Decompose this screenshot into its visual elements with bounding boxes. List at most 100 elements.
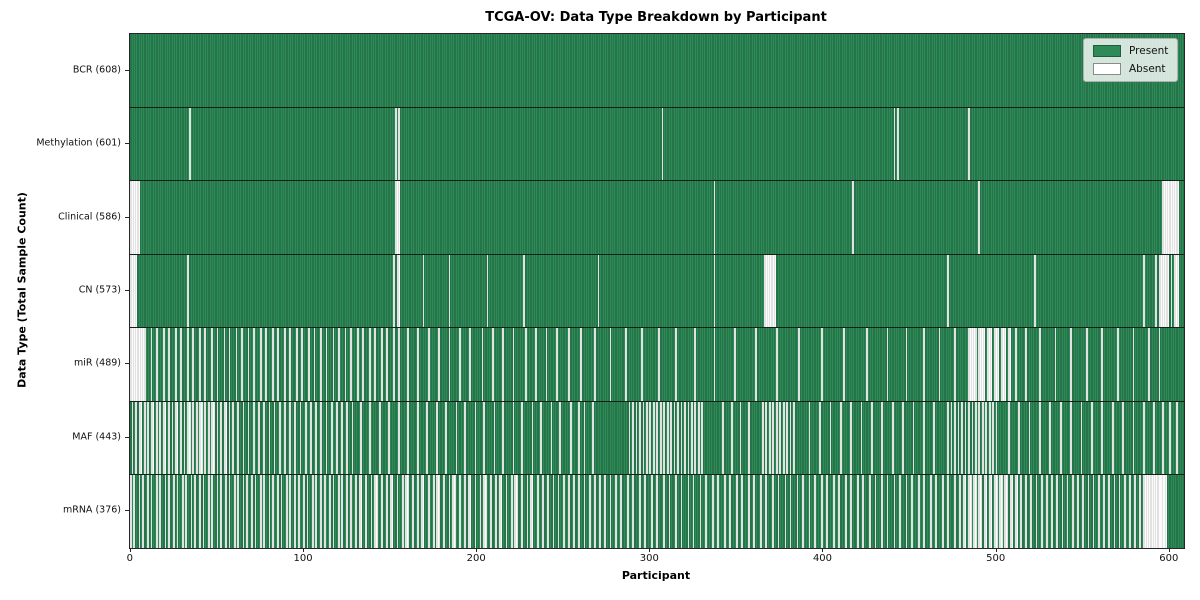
absent-run — [427, 328, 430, 401]
absent-run — [620, 475, 622, 549]
absent-run — [1039, 401, 1041, 475]
absent-run — [968, 475, 972, 549]
absent-run — [628, 401, 631, 475]
absent-run — [168, 401, 170, 475]
absent-run — [502, 401, 504, 475]
absent-run — [259, 475, 262, 549]
absent-run — [917, 475, 920, 549]
absent-run — [659, 401, 662, 475]
absent-run — [978, 401, 981, 475]
absent-run — [891, 401, 894, 475]
absent-run — [644, 475, 646, 549]
absent-run — [188, 107, 191, 181]
absent-run — [329, 475, 331, 549]
absent-run — [962, 475, 967, 549]
absent-run — [684, 401, 686, 475]
absent-run — [211, 475, 214, 549]
absent-run — [199, 401, 203, 475]
x-tick-label-200: 200 — [466, 553, 486, 564]
absent-run — [905, 328, 908, 401]
absent-run — [713, 254, 716, 328]
absent-run — [175, 401, 179, 475]
absent-run — [526, 475, 529, 549]
absent-run — [1014, 475, 1019, 549]
absent-run — [306, 475, 309, 549]
absent-run — [150, 328, 153, 401]
absent-run — [284, 328, 286, 401]
absent-run — [1142, 254, 1145, 328]
absent-run — [294, 401, 297, 475]
absent-run — [947, 401, 949, 475]
absent-run — [729, 475, 731, 549]
absent-run — [768, 401, 771, 475]
absent-run — [741, 475, 743, 549]
absent-run — [1025, 475, 1027, 549]
absent-run — [417, 401, 420, 475]
absent-run — [763, 254, 776, 328]
absent-run — [374, 328, 376, 401]
absent-run — [1148, 328, 1150, 401]
absent-run — [358, 475, 363, 549]
absent-run — [130, 475, 132, 549]
absent-run — [405, 475, 409, 549]
absent-run — [190, 475, 193, 549]
absent-run — [427, 475, 430, 549]
absent-run — [247, 401, 250, 475]
absent-run — [833, 475, 835, 549]
absent-run — [455, 401, 458, 475]
absent-run — [668, 475, 671, 549]
absent-run — [436, 475, 440, 549]
absent-run — [954, 328, 956, 401]
absent-run — [829, 401, 832, 475]
absent-run — [207, 475, 210, 549]
absent-run — [947, 254, 949, 328]
absent-run — [523, 254, 525, 328]
absent-run — [315, 475, 317, 549]
absent-run — [464, 475, 466, 549]
y-tick-label-mrna: mRNA (376) — [62, 504, 121, 516]
absent-run — [452, 475, 456, 549]
absent-run — [168, 475, 170, 549]
absent-run — [1004, 475, 1008, 549]
absent-run — [923, 401, 925, 475]
absent-run — [228, 475, 231, 549]
absent-run — [130, 254, 137, 328]
absent-run — [625, 328, 627, 401]
absent-run — [346, 475, 349, 549]
absent-run — [646, 401, 648, 475]
absent-run — [142, 475, 144, 549]
absent-run — [869, 475, 872, 549]
absent-run — [1080, 401, 1083, 475]
absent-run — [235, 328, 238, 401]
absent-run — [789, 475, 792, 549]
y-tick-label-cn: CN (573) — [78, 284, 121, 296]
absent-run — [1175, 401, 1178, 475]
absent-run — [691, 401, 693, 475]
absent-run — [897, 107, 899, 181]
absent-run — [1007, 328, 1012, 401]
absent-run — [599, 475, 601, 549]
absent-run — [505, 475, 508, 549]
x-tick-mark — [1168, 548, 1170, 552]
absent-run — [760, 475, 762, 549]
absent-run — [233, 475, 236, 549]
absent-run — [398, 107, 401, 181]
absent-run — [677, 401, 679, 475]
absent-run — [987, 328, 993, 401]
y-tick-label-mir: miR (489) — [73, 357, 121, 369]
absent-run — [999, 475, 1003, 549]
absent-run — [254, 475, 257, 549]
absent-run — [1162, 181, 1180, 254]
absent-run — [412, 475, 414, 549]
absent-run — [775, 328, 778, 401]
absent-run — [1051, 475, 1053, 549]
absent-run — [1101, 401, 1104, 475]
absent-run — [734, 328, 737, 401]
y-tick-mark — [125, 69, 129, 71]
x-tick-mark — [649, 548, 651, 552]
absent-run — [398, 401, 401, 475]
absent-run — [1082, 475, 1085, 549]
absent-run — [228, 328, 231, 401]
absent-run — [1059, 401, 1062, 475]
absent-run — [713, 181, 716, 254]
